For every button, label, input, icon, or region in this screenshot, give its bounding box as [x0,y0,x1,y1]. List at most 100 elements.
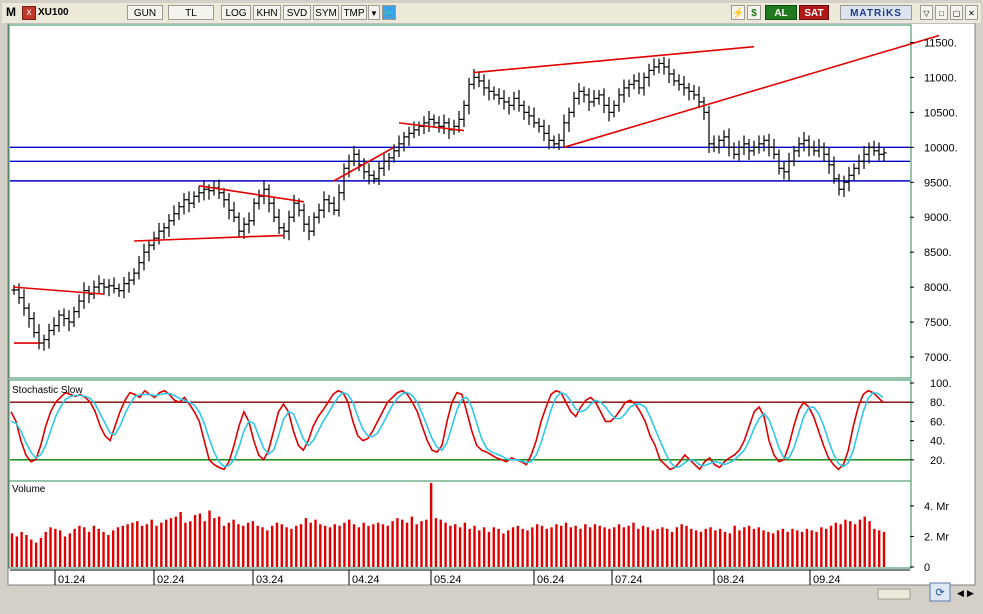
ohlc-bar [771,138,777,160]
maximize-icon[interactable]: ▢ [950,5,963,20]
volume-bar [791,528,794,567]
volume-bar [603,527,606,567]
volume-bar [328,527,332,567]
chart-toolbar: M x XU100 GUN TL LOG KHN SVD SYM TMP ▼ 🐦… [2,3,981,24]
ohlc-bar [306,215,312,241]
minimize-icon[interactable]: ▽ [920,5,933,20]
sell-button[interactable]: SAT [799,5,829,20]
ohlc-bar [86,285,92,304]
volume-bar [593,524,597,567]
ohlc-bar [506,96,512,115]
volume-bar [540,525,544,567]
ohlc-bar [101,278,107,295]
volume-bar [121,525,125,567]
currency-button[interactable]: TL [168,5,214,20]
scroll-thumb[interactable] [877,588,911,600]
volume-bar [270,525,274,567]
trendline-6 [563,34,940,149]
ohlc-bar [791,145,797,167]
volume-bar [868,521,871,567]
volume-bar [58,530,62,567]
volume-bar [63,536,67,567]
restore-icon[interactable]: □ [935,5,948,20]
scroll-left-icon[interactable]: ◀ [957,588,964,598]
ohlc-bar [526,105,532,125]
ohlc-bar [581,86,587,103]
close-window-icon[interactable]: ✕ [965,5,978,20]
lightning-icon[interactable]: ⚡ [731,5,745,20]
tmp-button[interactable]: TMP [341,5,367,20]
ohlc-bar [96,275,102,294]
twitter-icon[interactable]: 🐦 [382,5,396,20]
price-tick-label: 10000. [924,142,958,154]
ohlc-bar [576,83,582,105]
ohlc-bar [561,114,567,149]
ohlc-bar [476,72,482,88]
volume-bar [704,528,707,567]
volume-bar [680,524,683,567]
volume-bar [873,528,876,567]
volume-bar [670,531,674,567]
sym-button[interactable]: SYM [313,5,339,20]
khn-button[interactable]: KHN [253,5,281,20]
ohlc-bar [676,74,682,91]
log-button[interactable]: LOG [221,5,251,20]
svd-button[interactable]: SVD [283,5,311,20]
volume-bar [290,528,293,567]
ohlc-bar [536,117,542,133]
ohlc-bar [501,90,507,110]
ohlc-bar [26,303,32,328]
price-tick-label: 9500. [924,177,952,189]
chevron-down-icon[interactable]: ▼ [368,5,380,20]
volume-bar [598,525,601,567]
dollar-icon[interactable]: $ [747,5,761,20]
volume-bar [227,522,230,567]
volume-bar [497,528,500,567]
ohlc-bar [681,76,687,96]
volume-bar [622,527,626,567]
ohlc-bar [521,100,527,121]
volume-bar [145,524,149,567]
volume-bar [102,531,105,567]
volume-bar [164,519,168,567]
ohlc-bar [456,110,462,133]
ohlc-bar [876,142,882,161]
volume-bar [83,527,86,567]
close-symbol-icon[interactable]: x [22,6,36,20]
volume-bar [372,524,375,567]
price-tick-label: 7500. [924,317,952,329]
ohlc-bar [711,135,717,153]
volume-bar [637,528,640,567]
refresh-icon[interactable] [929,582,951,602]
ohlc-bar [316,203,322,224]
ohlc-bar [81,282,87,309]
volume-bar [420,521,423,567]
volume-bar [492,527,495,567]
volume-bar [531,527,534,567]
volume-bar [107,534,110,567]
volume-bar [362,522,365,567]
price-tick-label: 8500. [924,247,952,259]
volume-bar [136,521,139,567]
scroll-right-icon[interactable]: ▶ [967,588,974,598]
ohlc-bar [46,323,52,349]
ohlc-bar [236,212,242,238]
ohlc-bar [351,145,357,167]
period-button[interactable]: GUN [127,5,163,20]
ohlc-bar [221,187,227,208]
volume-bar [217,516,221,567]
ohlc-bar [56,310,62,332]
ohlc-bar [801,131,807,152]
volume-bar [87,531,91,567]
ohlc-bar [111,277,117,294]
volume-bar [203,521,206,567]
volume-bar [25,534,28,567]
symbol-label[interactable]: XU100 [38,7,69,18]
ohlc-bar [781,161,787,180]
month-tick-label: 01.24 [58,574,86,586]
buy-button[interactable]: AL [765,5,797,20]
price-tick-label: 7000. [924,352,952,364]
stoch-tick-label: 40. [930,436,945,448]
ohlc-bar [416,121,422,137]
